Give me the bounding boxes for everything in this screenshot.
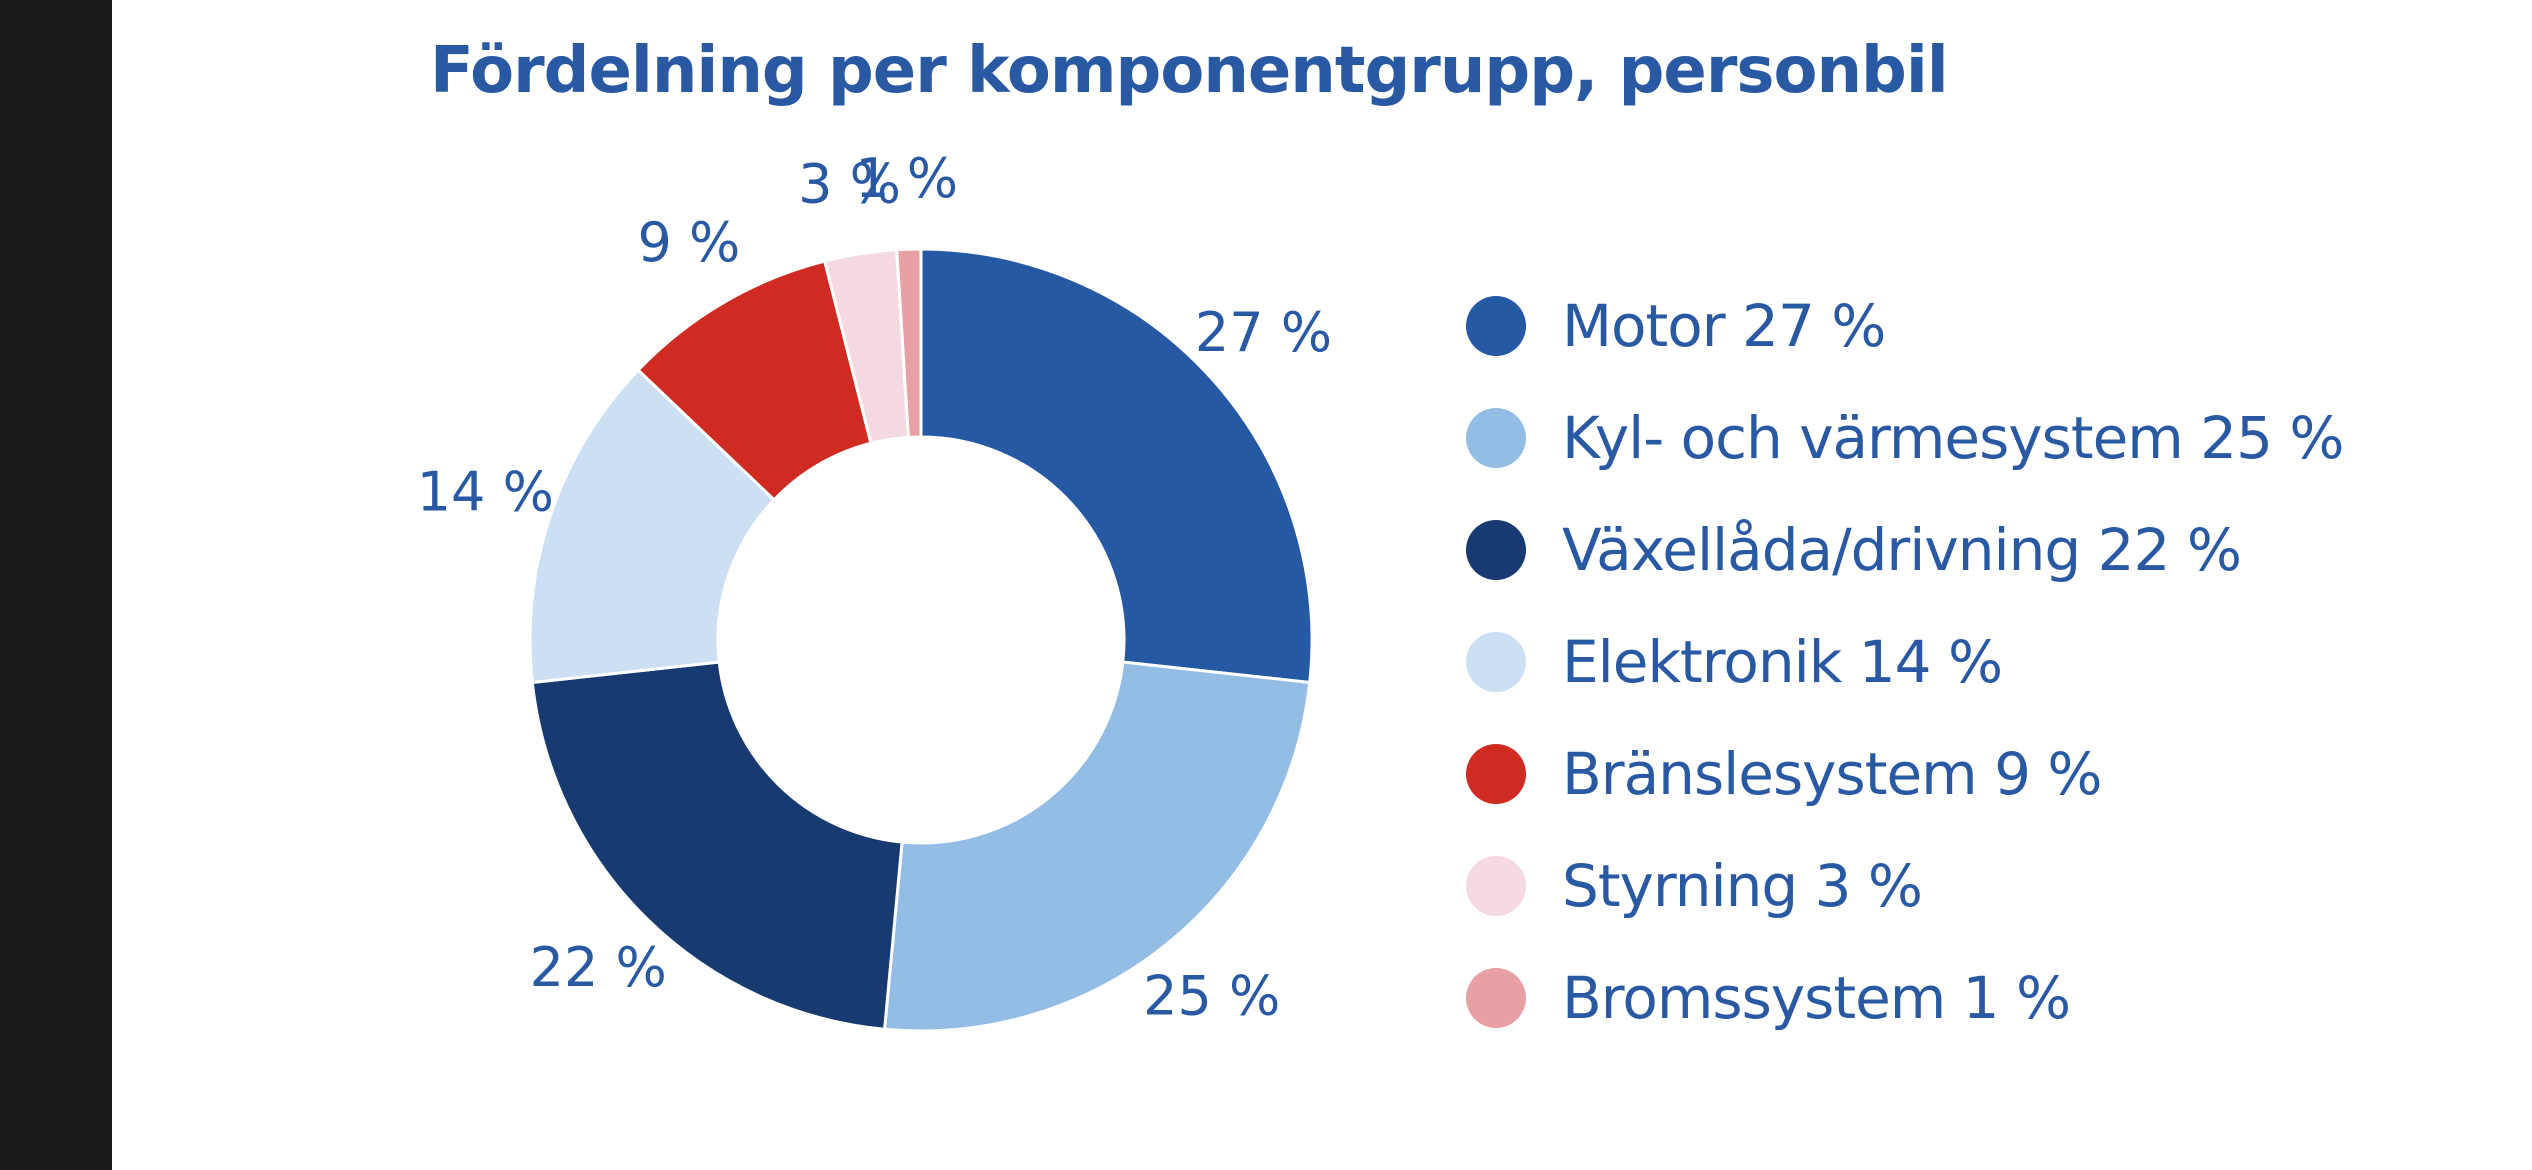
slice-label-0: 27 % — [1195, 301, 1332, 364]
legend-swatch-icon — [1466, 632, 1526, 692]
legend-label: Styrning 3 % — [1562, 852, 1923, 920]
legend-swatch-icon — [1466, 408, 1526, 468]
left-dark-bar — [0, 0, 112, 1170]
legend-label: Kyl- och värmesystem 25 % — [1562, 404, 2345, 472]
legend-swatch-icon — [1466, 296, 1526, 356]
legend-item-2: Växellåda/drivning 22 % — [1466, 494, 2344, 606]
slice-label-3: 14 % — [417, 460, 554, 523]
slice-label-5: 3 % — [798, 153, 901, 216]
donut-slice-0 — [919, 247, 1314, 685]
donut-slice-1 — [882, 660, 1312, 1033]
legend-swatch-icon — [1466, 856, 1526, 916]
legend-label: Bromssystem 1 % — [1562, 964, 2071, 1032]
legend-item-5: Styrning 3 % — [1466, 830, 2344, 942]
legend-swatch-icon — [1466, 520, 1526, 580]
slice-label-1: 25 % — [1143, 964, 1280, 1027]
donut-slice-2 — [530, 660, 904, 1031]
legend-item-3: Elektronik 14 % — [1466, 606, 2344, 718]
slice-label-6: 1 % — [855, 147, 958, 210]
legend-item-0: Motor 27 % — [1466, 270, 2344, 382]
slice-label-4: 9 % — [638, 211, 741, 274]
legend-swatch-icon — [1466, 744, 1526, 804]
donut-slice-3 — [528, 367, 777, 685]
legend-swatch-icon — [1466, 968, 1526, 1028]
chart-legend: Motor 27 % Kyl- och värmesystem 25 % Växel… — [1466, 270, 2345, 1054]
legend-label: Bränslesystem 9 % — [1562, 740, 2103, 808]
slice-label-2: 22 % — [530, 936, 667, 999]
donut-slice-6 — [895, 247, 923, 439]
legend-label: Motor 27 % — [1562, 292, 1886, 360]
legend-label: Elektronik 14 % — [1562, 628, 2003, 696]
legend-label: Växellåda/drivning 22 % — [1562, 516, 2242, 584]
chart-title: Fördelning per komponentgrupp, personbil — [430, 34, 1949, 108]
legend-item-6: Bromssystem 1 % — [1466, 942, 2344, 1054]
legend-item-4: Bränslesystem 9 % — [1466, 718, 2344, 830]
legend-item-1: Kyl- och värmesystem 25 % — [1466, 382, 2345, 494]
